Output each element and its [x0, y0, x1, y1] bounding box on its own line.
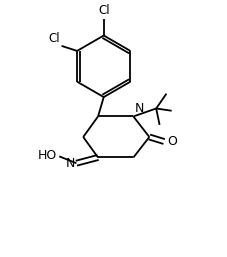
Text: Cl: Cl	[98, 4, 109, 17]
Text: HO: HO	[38, 149, 57, 162]
Text: N: N	[135, 102, 144, 115]
Text: N: N	[66, 157, 75, 170]
Text: Cl: Cl	[48, 32, 59, 45]
Text: O: O	[166, 135, 176, 148]
